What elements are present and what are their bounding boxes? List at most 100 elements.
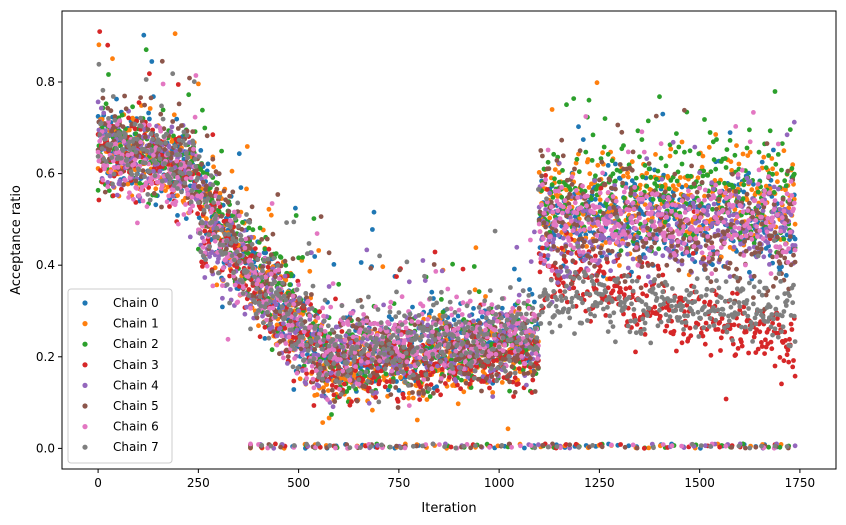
data-point — [625, 174, 631, 180]
data-point — [102, 189, 108, 195]
data-point — [746, 350, 751, 356]
data-point — [119, 186, 124, 192]
data-point — [219, 148, 225, 154]
data-point — [290, 256, 296, 262]
data-point — [424, 397, 430, 402]
data-point — [714, 137, 719, 142]
data-point — [341, 381, 347, 387]
data-point — [434, 384, 439, 390]
data-point — [196, 215, 202, 221]
data-point — [108, 108, 114, 114]
data-point — [158, 111, 164, 117]
data-point — [214, 186, 220, 192]
data-point — [505, 426, 511, 432]
data-point — [642, 332, 648, 337]
data-point — [676, 144, 682, 150]
data-point — [326, 415, 332, 421]
data-point — [388, 392, 394, 397]
data-point — [304, 371, 309, 376]
data-point — [642, 255, 648, 261]
data-point — [670, 238, 675, 244]
data-point — [271, 329, 277, 334]
data-point — [775, 152, 781, 157]
data-point — [96, 42, 102, 48]
data-point — [220, 295, 225, 301]
data-point — [169, 124, 175, 130]
data-point — [774, 171, 779, 177]
data-point — [586, 97, 592, 103]
data-point — [549, 182, 555, 188]
data-point — [600, 150, 605, 156]
data-point — [326, 284, 332, 289]
data-point — [153, 186, 159, 192]
data-point — [706, 144, 712, 150]
data-point — [708, 352, 714, 358]
data-point — [369, 365, 374, 370]
data-point — [769, 156, 775, 161]
data-point — [432, 249, 438, 255]
data-point — [770, 171, 775, 177]
data-point — [312, 254, 318, 259]
data-point — [763, 337, 768, 343]
data-point — [224, 246, 229, 252]
data-point — [770, 166, 775, 172]
data-point — [195, 211, 201, 217]
data-point — [771, 147, 776, 153]
data-point — [594, 80, 600, 86]
data-point — [644, 156, 650, 162]
data-point — [681, 331, 686, 337]
data-point — [354, 398, 360, 404]
data-point — [786, 359, 792, 365]
data-point — [664, 323, 670, 329]
data-point — [95, 187, 101, 193]
data-point — [263, 250, 269, 256]
data-point — [710, 186, 716, 192]
data-point — [779, 381, 784, 387]
data-point — [590, 132, 596, 138]
data-point — [395, 405, 401, 410]
data-point — [571, 285, 577, 291]
data-point — [210, 156, 216, 162]
data-point — [769, 346, 775, 352]
data-point — [781, 236, 787, 242]
data-point — [291, 378, 297, 384]
data-point — [439, 268, 445, 274]
data-point — [307, 268, 313, 274]
data-point — [244, 186, 249, 192]
data-point — [431, 262, 437, 267]
data-point — [576, 124, 581, 130]
data-point — [406, 395, 411, 401]
scatter-points — [95, 29, 798, 451]
data-point — [790, 364, 796, 370]
data-point — [266, 246, 272, 252]
data-point — [331, 392, 337, 398]
data-point — [175, 193, 180, 199]
data-point — [278, 255, 284, 260]
data-point — [329, 387, 335, 393]
data-point — [277, 325, 283, 331]
data-point — [336, 281, 342, 287]
data-point — [739, 343, 745, 349]
data-point — [733, 352, 739, 358]
data-point — [199, 161, 205, 167]
data-point — [461, 389, 467, 395]
data-point — [316, 248, 322, 253]
data-point — [593, 173, 598, 179]
data-point — [147, 106, 153, 111]
data-point — [439, 325, 444, 331]
data-point — [771, 184, 777, 190]
data-point — [160, 107, 166, 113]
data-point — [547, 190, 553, 196]
data-point — [256, 323, 261, 329]
data-point — [336, 364, 342, 370]
data-point — [326, 250, 332, 256]
data-point — [783, 187, 788, 193]
data-point — [366, 400, 372, 406]
data-point — [349, 399, 354, 405]
data-point — [157, 169, 163, 174]
data-point — [690, 251, 696, 256]
data-point — [395, 399, 401, 404]
data-point — [625, 265, 631, 271]
data-point — [262, 324, 268, 330]
data-point — [633, 175, 639, 181]
